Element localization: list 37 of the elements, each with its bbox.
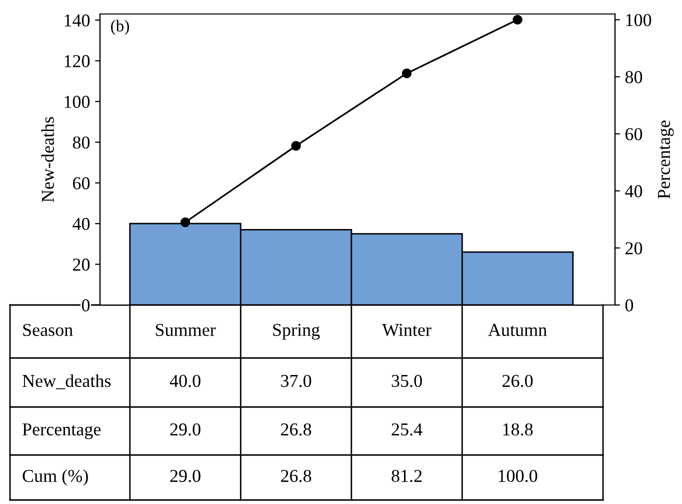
y2-tick-label: 40 (625, 185, 642, 198)
y-tick-label: 80 (72, 136, 90, 149)
x-tick-label: Autumn (488, 324, 547, 336)
text: 29.0 (170, 423, 200, 436)
text: Percentage (22, 423, 101, 440)
y-tick-label: 60 (73, 177, 90, 190)
y2-tick-label: 20 (626, 242, 642, 254)
annotation: (b) (111, 20, 129, 35)
text: 26.8 (281, 470, 312, 482)
text: 25.4 (392, 423, 422, 436)
x-tick-label: Winter (382, 324, 432, 336)
y-tick-label: 100 (64, 96, 90, 108)
text: Cum (%) (22, 469, 88, 486)
text: 40.0 (170, 374, 200, 388)
text: 26.8 (281, 423, 312, 436)
y-tick-label: 140 (64, 14, 90, 27)
x-tick-label: Spring (273, 324, 320, 340)
y-tick-label: 0 (82, 299, 90, 312)
text: 26.0 (502, 374, 533, 388)
y-tick-label: 20 (73, 258, 90, 271)
y-axis-title: New-deaths (41, 117, 54, 202)
y2-tick-label: 0 (625, 299, 634, 312)
text: 18.8 (503, 423, 533, 436)
y-tick-label: 40 (72, 218, 90, 230)
y2-axis-title: Percentage (658, 120, 674, 199)
text: 35.0 (392, 374, 422, 388)
y2-tick-label: 80 (625, 71, 642, 84)
y2-tick-label: 60 (626, 128, 642, 140)
text: New_deaths (22, 374, 111, 390)
text: 81.2 (392, 470, 422, 482)
x-axis-title: Season (23, 324, 73, 336)
text: 37.0 (281, 374, 312, 388)
text: 100.0 (498, 470, 538, 482)
x-tick-label: Summer (156, 324, 216, 336)
y-tick-label: 120 (64, 55, 90, 68)
text: 29.0 (170, 470, 200, 482)
y2-tick-label: 100 (626, 14, 652, 26)
